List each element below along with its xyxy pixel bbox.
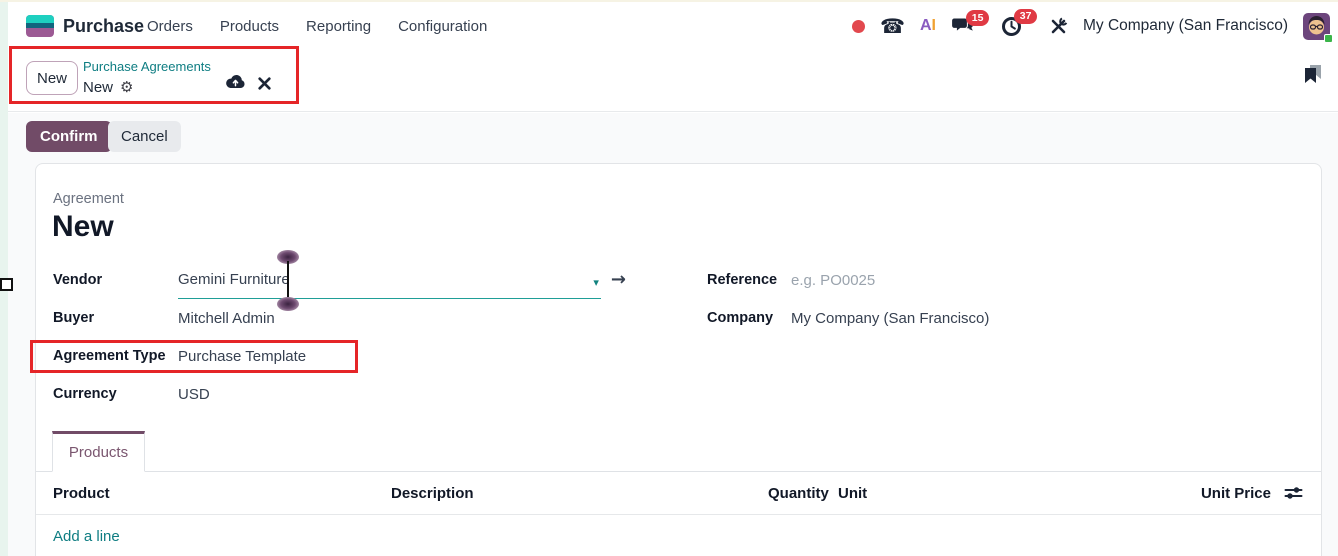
optional-columns-icon[interactable] [1284,486,1303,500]
activities-clock-icon[interactable]: 37 [1001,8,1037,37]
messages-badge: 15 [966,10,989,26]
top-nav-bar: Purchase Orders Products Reporting Confi… [8,0,1338,52]
voip-phone-icon[interactable]: ☎ [880,14,905,38]
user-avatar[interactable] [1303,12,1333,43]
products-table-header: Product Description Quantity Unit Unit P… [36,472,1321,515]
bookmark-icon[interactable] [1304,64,1322,90]
menu-item-configuration[interactable]: Configuration [398,17,488,35]
cancel-button[interactable]: Cancel [108,121,181,152]
form-grid: Vendor Gemini Furniture ▾ → Buyer Mitche… [53,261,1301,413]
vendor-row: Vendor Gemini Furniture ▾ → [53,261,626,299]
menu-item-products[interactable]: Products [219,17,280,35]
agreement-type-row: Agreement Type Purchase Template [53,337,626,375]
vendor-value[interactable]: Gemini Furniture [178,271,290,288]
currency-row: Currency USD [53,375,626,413]
internal-link-arrow-icon[interactable]: → [610,269,626,290]
tab-products[interactable]: Products [52,431,145,472]
vendor-label: Vendor [53,272,103,288]
confirm-button[interactable]: Confirm [26,121,112,152]
tools-icon[interactable] [1049,17,1068,36]
notebook-divider [36,471,1321,472]
form-column-right: Reference e.g. PO0025 Company My Company… [707,261,1247,337]
breadcrumb-current: New [83,78,114,96]
save-cloud-icon[interactable] [225,73,246,94]
presence-indicator-icon [1324,33,1333,43]
messages-icon[interactable]: 15 [951,10,989,35]
agreement-label: Agreement [53,191,124,207]
column-header-product: Product [53,484,110,502]
form-column-left: Vendor Gemini Furniture ▾ → Buyer Mitche… [53,261,626,413]
add-a-line-link[interactable]: Add a line [53,528,120,545]
column-header-description: Description [391,484,474,502]
company-label: Company [707,310,774,326]
column-header-unit-price: Unit Price [1200,484,1271,502]
company-value[interactable]: My Company (San Francisco) [791,309,990,327]
breadcrumb: Purchase Agreements New ⚙ [83,58,211,98]
currency-label: Currency [53,386,117,402]
buyer-row: Buyer Mitchell Admin [53,299,626,337]
control-panel-bar: New Purchase Agreements New ⚙ [8,52,1338,112]
column-header-quantity: Quantity [768,484,829,502]
actions-gear-icon[interactable]: ⚙ [120,78,134,97]
menu-item-reporting[interactable]: Reporting [306,17,372,35]
caret-down-icon[interactable]: ▾ [593,276,599,289]
company-row: Company My Company (San Francisco) [707,299,1247,337]
purchase-app-logo-icon [26,15,54,37]
company-switcher[interactable]: My Company (San Francisco) [1082,17,1288,34]
reference-input[interactable]: e.g. PO0025 [791,271,876,289]
window-edge-left [0,0,8,556]
app-brand[interactable]: Purchase [26,0,144,52]
agreement-type-value[interactable]: Purchase Template [178,347,307,365]
agreement-type-label: Agreement Type [53,348,166,364]
discard-icon[interactable] [257,76,272,96]
reference-row: Reference e.g. PO0025 [707,261,1247,299]
app-name: Purchase [63,15,145,36]
new-record-button[interactable]: New [26,61,78,95]
activities-badge: 37 [1014,8,1037,25]
recording-dot-icon [852,19,866,33]
record-title[interactable]: New [52,210,114,243]
vendor-input[interactable]: Gemini Furniture ▾ [178,261,601,299]
buyer-label: Buyer [53,310,95,326]
form-sheet: Agreement New Vendor Gemini Furniture ▾ … [35,163,1322,556]
reference-label: Reference [707,272,778,288]
avatar-image [1303,12,1330,40]
window-edge-top [0,0,1338,2]
currency-value[interactable]: USD [178,385,210,403]
menu-item-orders[interactable]: Orders [147,17,193,35]
app-menu: Orders Products Reporting Configuration [147,0,487,52]
breadcrumb-parent-link[interactable]: Purchase Agreements [83,59,211,74]
buyer-value[interactable]: Mitchell Admin [178,309,275,327]
column-header-unit: Unit [838,484,868,502]
